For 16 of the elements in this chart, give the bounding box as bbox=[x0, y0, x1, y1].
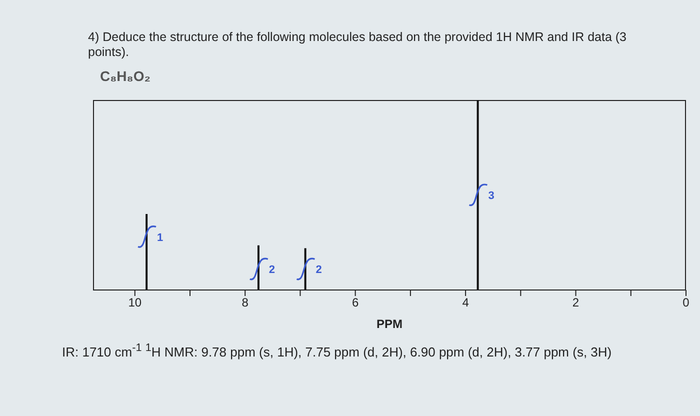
bar bbox=[146, 214, 148, 290]
x-tick-label: 6 bbox=[352, 296, 359, 310]
x-tick-label: 10 bbox=[128, 296, 142, 310]
bar bbox=[476, 100, 479, 290]
annotation: 2 bbox=[316, 264, 322, 276]
chart-title: 4) Deduce the structure of the following molecules based on the provided 1H NMR and IR data (3 points). bbox=[88, 30, 628, 60]
text: IR: 1710 cm$^{-1}$ $^{1}$H NMR: 9.78 ppm (s, 1H), 7.75 ppm (d, 2H), 6.90 ppm (d, 2H), 3.77 ppm (s, 3H) bbox=[62, 341, 613, 362]
annotation: 1 bbox=[157, 232, 164, 244]
x-axis-title: PPM bbox=[376, 317, 403, 331]
x-tick-label: 0 bbox=[682, 296, 690, 310]
x-tick-label: 8 bbox=[242, 296, 249, 310]
chart-subtitle: C₈H₈O₂ bbox=[100, 68, 150, 84]
x-tick-label: 2 bbox=[572, 296, 580, 310]
x-tick-label: 4 bbox=[462, 296, 470, 310]
annotation: 3 bbox=[488, 190, 494, 202]
annotation: 2 bbox=[268, 264, 276, 276]
